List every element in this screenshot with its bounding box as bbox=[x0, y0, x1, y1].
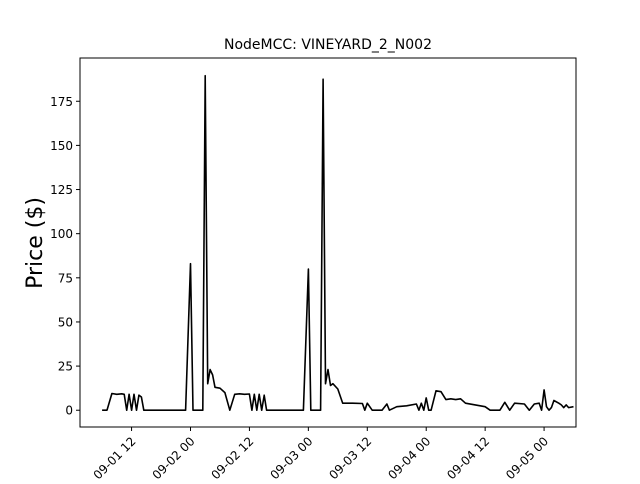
x-tick-label: 09-03 12 bbox=[326, 434, 374, 480]
x-tick-label: 09-02 12 bbox=[208, 434, 256, 480]
y-tick-label: 75 bbox=[58, 271, 73, 285]
x-tick-label: 09-04 12 bbox=[444, 434, 492, 480]
y-tick-label: 0 bbox=[65, 404, 73, 418]
y-axis: 0 25 50 75 100 125 150 175 bbox=[50, 95, 80, 418]
x-tick-label: 09-01 12 bbox=[91, 434, 139, 480]
x-axis: 09-01 12 09-02 00 09-02 12 09-03 00 09-03 12… bbox=[91, 427, 551, 482]
y-tick-label: 25 bbox=[58, 360, 73, 374]
x-tick-label: 09-02 00 bbox=[150, 434, 198, 480]
y-axis-label: Price ($) bbox=[23, 197, 48, 289]
chart-title: NodeMCC: VINEYARD_2_N002 bbox=[224, 37, 432, 53]
y-tick-label: 50 bbox=[58, 315, 73, 329]
y-tick-label: 150 bbox=[50, 139, 73, 153]
x-tick-label: 09-05 00 bbox=[503, 434, 551, 480]
x-tick-label: 09-03 00 bbox=[267, 434, 315, 480]
price-series-line bbox=[102, 74, 574, 412]
x-tick-label: 09-04 00 bbox=[385, 434, 433, 480]
y-tick-label: 125 bbox=[50, 183, 73, 197]
plot-frame bbox=[79, 57, 577, 428]
series-layer bbox=[102, 74, 574, 412]
y-tick-label: 175 bbox=[50, 95, 73, 109]
y-tick-label: 100 bbox=[50, 227, 73, 241]
